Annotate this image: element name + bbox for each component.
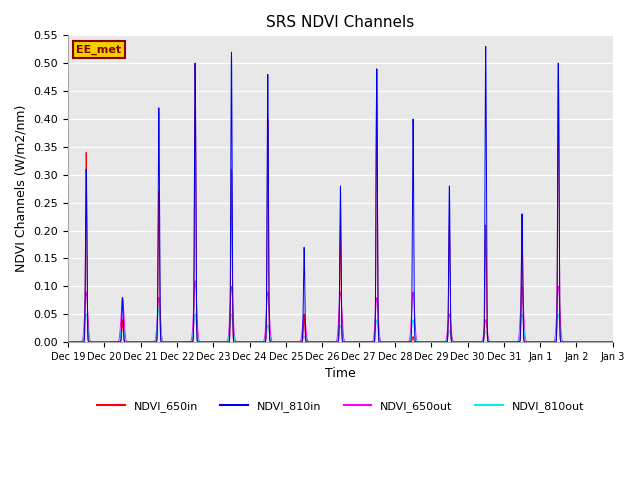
Y-axis label: NDVI Channels (W/m2/nm): NDVI Channels (W/m2/nm) xyxy=(15,105,28,273)
Text: EE_met: EE_met xyxy=(76,45,122,55)
Legend: NDVI_650in, NDVI_810in, NDVI_650out, NDVI_810out: NDVI_650in, NDVI_810in, NDVI_650out, NDV… xyxy=(92,397,588,417)
X-axis label: Time: Time xyxy=(325,367,356,380)
Title: SRS NDVI Channels: SRS NDVI Channels xyxy=(266,15,415,30)
